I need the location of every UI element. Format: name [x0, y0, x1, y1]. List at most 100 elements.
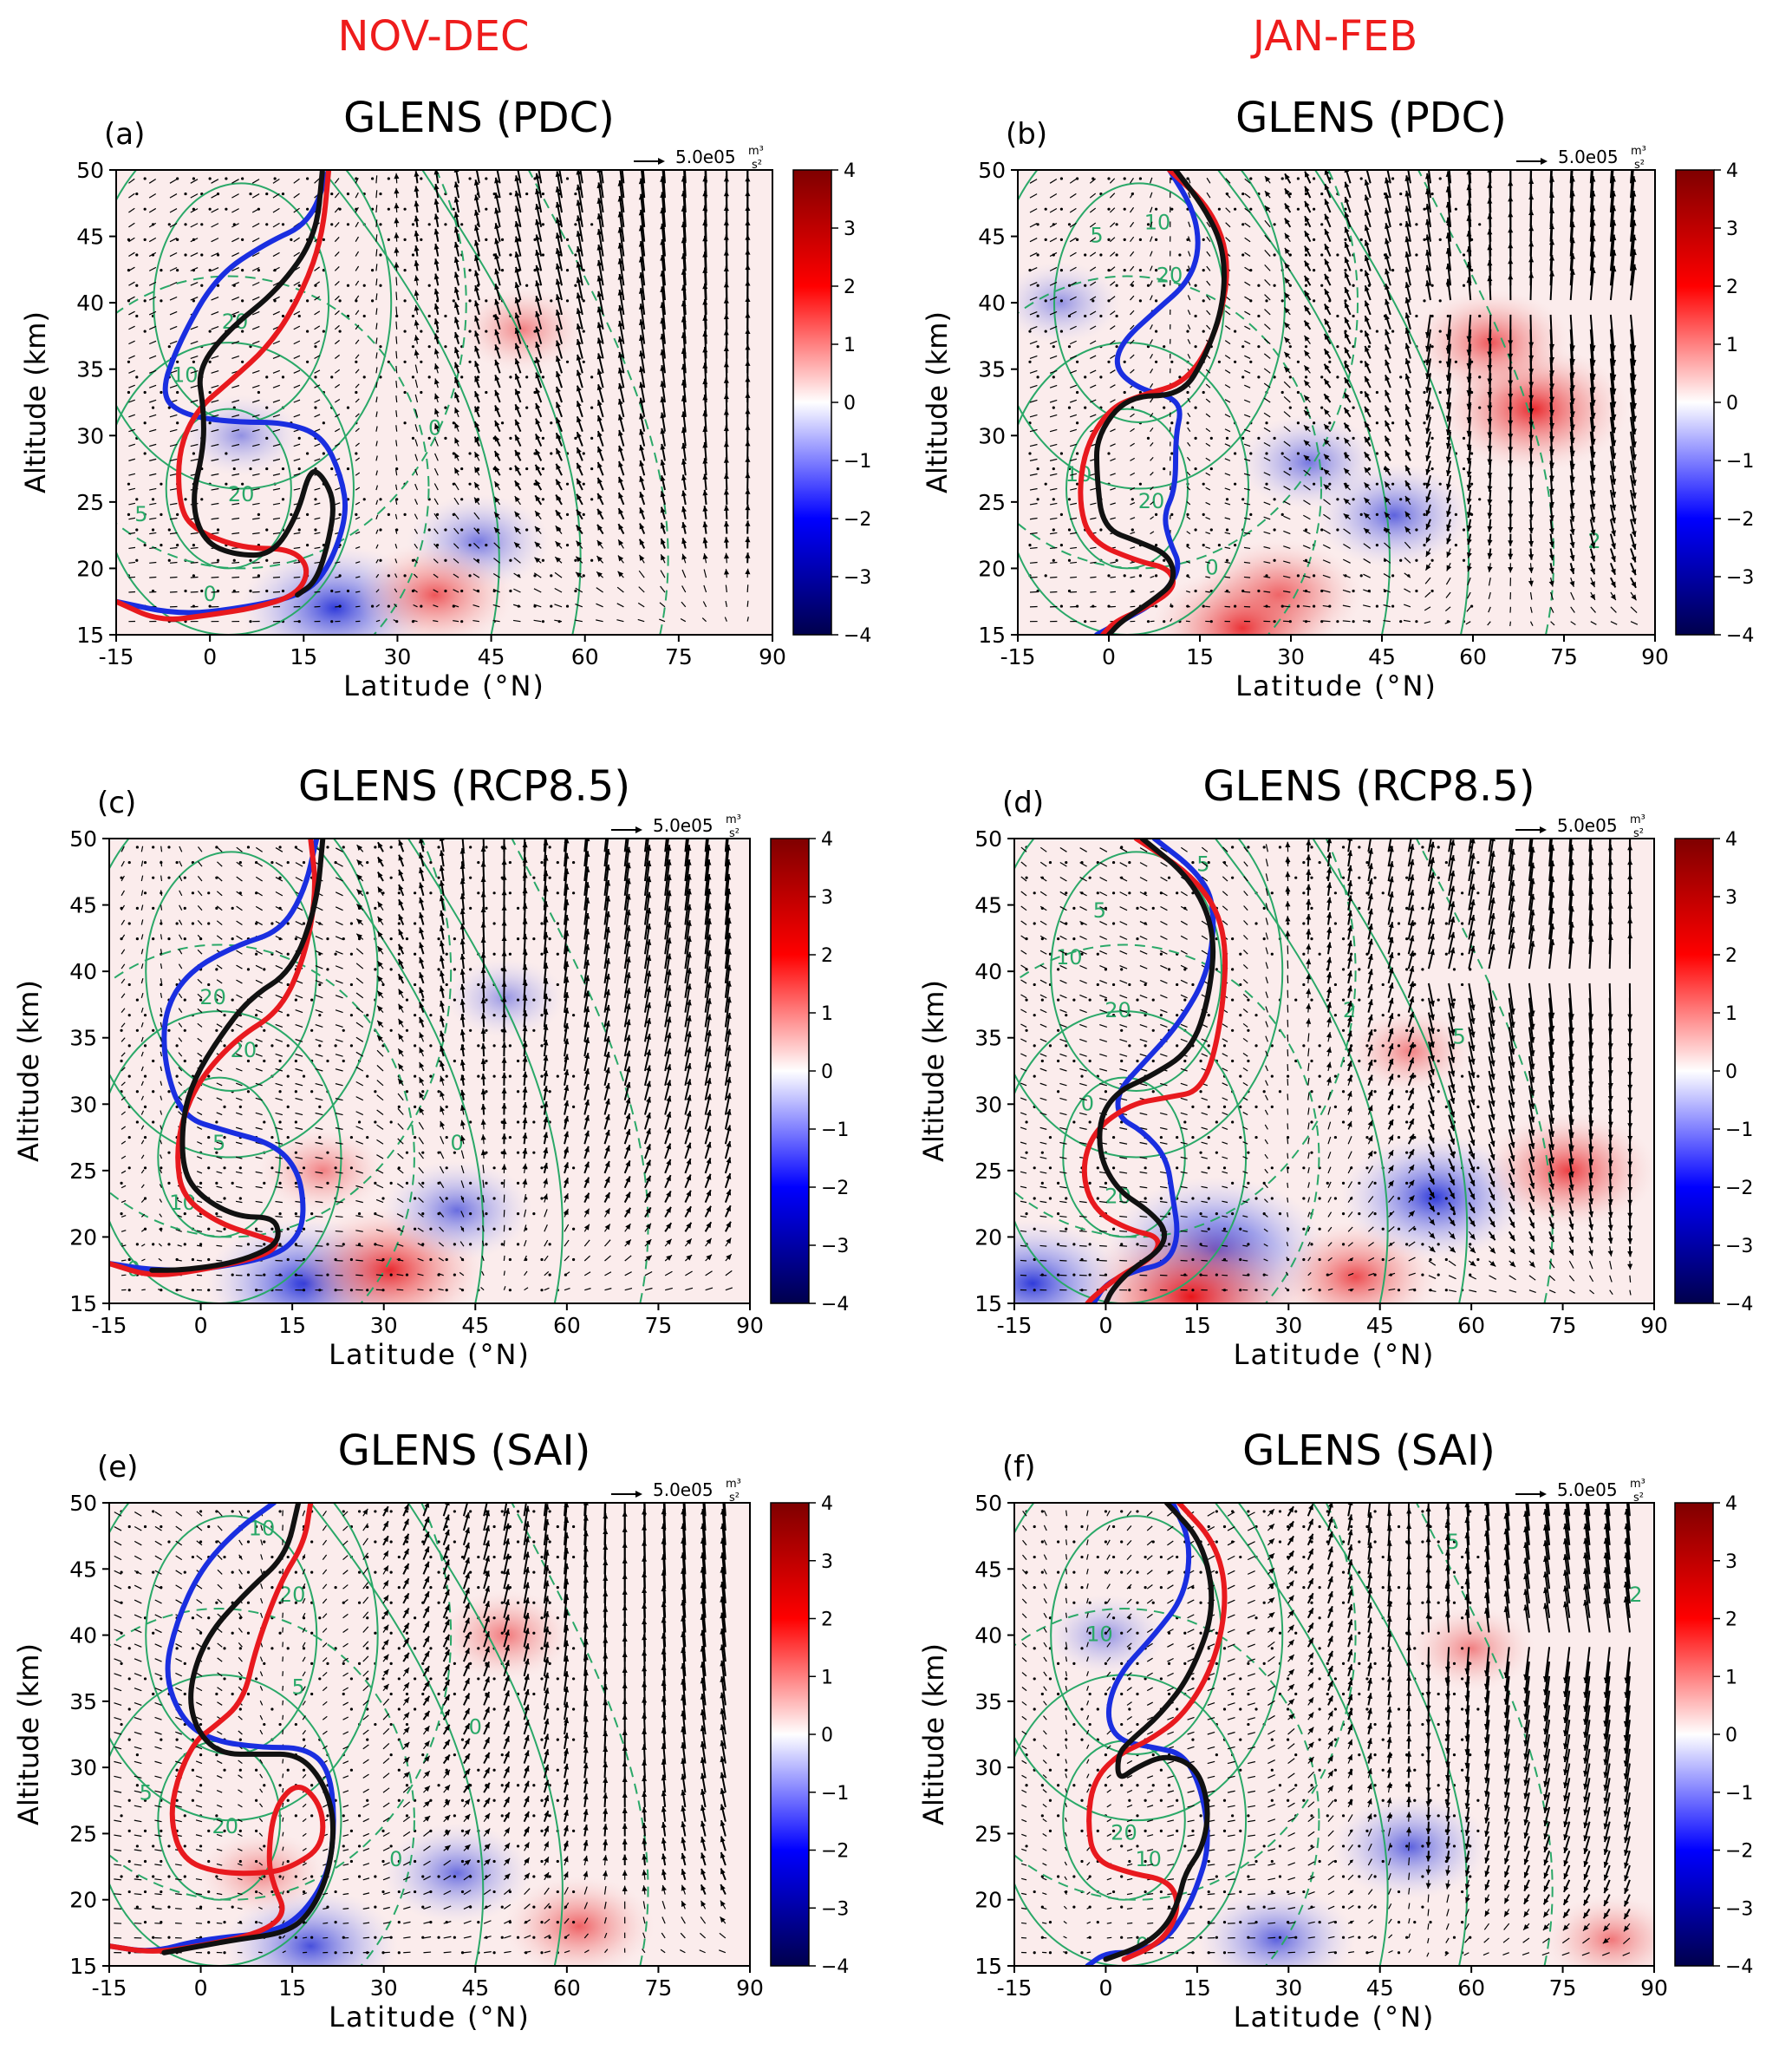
x-tick-label: 60 [553, 1313, 581, 1338]
colorbar-tick-label: −4 [1725, 1956, 1753, 1978]
contour-label: 0 [1205, 555, 1218, 579]
y-tick-label: 35 [974, 1689, 1002, 1714]
contour-label: 20 [1105, 998, 1131, 1022]
y-tick-label: 50 [69, 1491, 97, 1516]
vector-field [1020, 839, 1633, 1296]
contour-label: 20 [1157, 264, 1183, 288]
black-line [149, 839, 326, 1273]
colorbar-tick-label: −4 [1725, 1294, 1753, 1316]
y-axis-label: Altitude (km) [19, 311, 52, 493]
x-tick-label: 75 [645, 1313, 673, 1338]
vector-key-value: 5.0e05 [653, 1479, 714, 1500]
anomaly-positive [1076, 1220, 1306, 1303]
x-tick-label: -15 [997, 1975, 1033, 2001]
colorbar [770, 838, 810, 1304]
contour-line [421, 170, 582, 635]
contour-label: 5 [1446, 1530, 1459, 1554]
plot-frame [1013, 838, 1655, 1304]
vector-key-unit-bottom: s² [1633, 1492, 1644, 1505]
contour-line [109, 1608, 415, 1966]
colorbar-tick-label: −2 [1726, 509, 1754, 531]
contour-line [157, 1076, 282, 1238]
colorbar-tick-label: 3 [1726, 219, 1738, 240]
y-tick-label: 20 [978, 556, 1006, 581]
panel-title: GLENS (RCP8.5) [298, 762, 630, 811]
contour-label: 20 [1111, 1820, 1137, 1844]
x-tick-label: 15 [278, 1313, 306, 1338]
colorbar-tick-label: 4 [1725, 829, 1737, 851]
y-tick-label: 45 [69, 893, 97, 918]
contour-line [1415, 839, 1554, 1303]
vector-field [1029, 170, 1639, 627]
contour-label: 5 [1196, 852, 1209, 877]
x-axis-label: Latitude (°N) [343, 669, 545, 702]
colorbar-tick-label: −2 [1725, 1841, 1753, 1863]
colorbar [792, 169, 832, 636]
colorbar-tick-label: 3 [821, 887, 833, 909]
vector-key-arrowhead [1541, 158, 1548, 165]
x-tick-label: 90 [759, 644, 786, 669]
contour-line [1014, 943, 1320, 1303]
colorbar-tick-label: −1 [821, 1120, 849, 1141]
y-tick-label: 40 [974, 1623, 1002, 1648]
colorbar-tick-label: 2 [1725, 1609, 1737, 1631]
colorbar-tick-label: 2 [821, 945, 833, 967]
panel-title: GLENS (SAI) [1242, 1427, 1496, 1475]
contour-line [1215, 1503, 1389, 1966]
contour-line [310, 839, 485, 1303]
anomaly-positive [438, 1590, 574, 1681]
vector-field [114, 1503, 727, 1954]
x-tick-label: 15 [290, 644, 317, 669]
colorbar-tick-label: 0 [1725, 1725, 1737, 1746]
contour-label: 5 [292, 1675, 305, 1700]
y-tick-label: 20 [76, 556, 104, 581]
vector-key-arrowhead [1540, 826, 1547, 833]
vector-key-arrowhead [635, 826, 642, 833]
vector-key-unit-top: m³ [748, 145, 764, 158]
y-tick-label: 50 [69, 826, 97, 852]
colorbar-tick-label: 4 [821, 829, 833, 851]
colorbar-tick-label: 1 [821, 1667, 833, 1688]
contour-label: 5 [1452, 1025, 1465, 1049]
y-tick-label: 15 [974, 1291, 1002, 1316]
anomaly-negative [1237, 414, 1381, 510]
contour-line [310, 1503, 485, 1966]
anomaly-positive [1151, 567, 1333, 635]
vector-key-value: 5.0e05 [1557, 1479, 1618, 1500]
colorbar-tick-label: −2 [844, 509, 871, 531]
vector-key-value: 5.0e05 [653, 815, 714, 836]
y-tick-label: 25 [69, 1821, 97, 1846]
contour-label: 5 [1093, 898, 1106, 923]
red-line [109, 1503, 326, 1954]
colorbar-tick-label: −1 [1725, 1783, 1753, 1805]
y-tick-label: 45 [974, 1557, 1002, 1582]
panel-d: 51020020255-1501530456075905045403530252… [917, 762, 1753, 1371]
y-tick-label: 15 [69, 1954, 97, 1979]
x-tick-label: 15 [278, 1975, 306, 2001]
colorbar-tick-label: 4 [844, 160, 856, 182]
contour-label: 0 [204, 582, 217, 606]
y-tick-label: 30 [76, 423, 104, 448]
colorbar [770, 1502, 810, 1967]
x-tick-label: 30 [370, 1975, 398, 2001]
y-axis-label: Altitude (km) [921, 311, 954, 493]
contour-label: 10 [1144, 210, 1171, 234]
x-tick-label: 0 [1098, 1313, 1112, 1338]
vector-key-unit-bottom: s² [752, 159, 762, 172]
panel-title: GLENS (RCP8.5) [1202, 762, 1535, 811]
plot-frame [1017, 169, 1656, 636]
contour-line [1018, 170, 1286, 490]
y-tick-label: 35 [76, 357, 104, 382]
contour-line [1062, 1076, 1186, 1238]
x-tick-label: 90 [736, 1313, 764, 1338]
vector-key-unit-top: m³ [1630, 813, 1645, 826]
x-tick-label: 75 [665, 644, 693, 669]
vector-key-value: 5.0e05 [1557, 815, 1618, 836]
vector-key-unit-bottom: s² [729, 827, 740, 840]
vector-key-unit-bottom: s² [729, 1492, 740, 1505]
colorbar-tick-label: 3 [1725, 887, 1737, 909]
